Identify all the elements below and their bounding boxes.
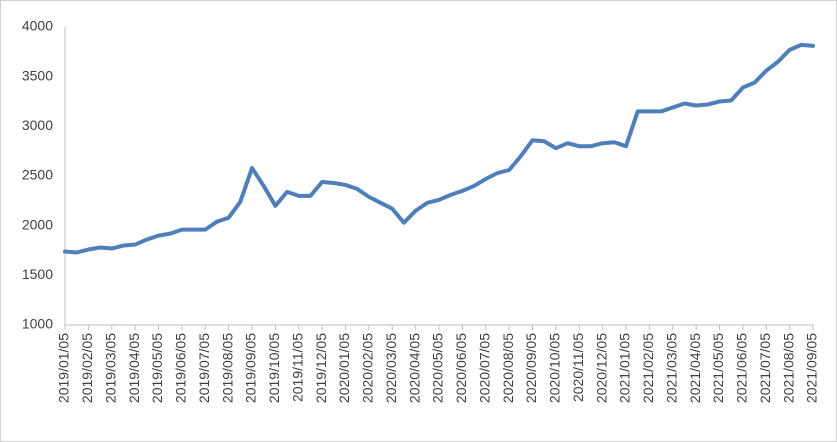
x-tick-label: 2021/09/05 <box>804 333 820 403</box>
x-tick-label: 2019/03/05 <box>102 333 118 403</box>
x-tick-label: 2020/08/05 <box>500 333 516 403</box>
x-tick-label: 2021/02/05 <box>640 333 656 403</box>
x-tick-label: 2021/04/05 <box>687 333 703 403</box>
x-tick-label: 2019/05/05 <box>149 333 165 403</box>
y-tick-label: 3000 <box>22 117 53 133</box>
x-tick-label: 2020/09/05 <box>523 333 539 403</box>
x-tick-label: 2021/05/05 <box>710 333 726 403</box>
x-tick-label: 2020/01/05 <box>336 333 352 403</box>
x-tick-label: 2019/10/05 <box>266 333 282 403</box>
x-tick-label: 2021/07/05 <box>757 333 773 403</box>
data-line <box>63 42 815 255</box>
x-tick-label: 2019/01/05 <box>56 333 72 403</box>
x-tick-label: 2020/03/05 <box>383 333 399 403</box>
x-tick-label: 2020/12/05 <box>593 333 609 403</box>
x-tick-label: 2019/11/05 <box>289 333 305 402</box>
y-tick-label: 1500 <box>22 266 53 282</box>
x-tick-label: 2019/07/05 <box>196 333 212 403</box>
x-tick-label: 2020/04/05 <box>406 333 422 403</box>
x-tick-label: 2020/02/05 <box>360 333 376 403</box>
x-tick-label: 2019/04/05 <box>126 333 142 403</box>
x-tick-label: 2021/06/05 <box>734 333 750 403</box>
x-tick-label: 2020/05/05 <box>430 333 446 403</box>
x-tick-label: 2019/12/05 <box>313 333 329 403</box>
y-tick-label: 4000 <box>22 18 53 34</box>
x-tick-label: 2021/03/05 <box>663 333 679 403</box>
x-tick-label: 2021/01/05 <box>617 333 633 403</box>
y-tick-label: 2500 <box>22 167 53 183</box>
x-tick-label: 2019/02/05 <box>79 333 95 403</box>
y-tick-label: 1000 <box>22 316 53 332</box>
y-tick-label: 3500 <box>22 67 53 83</box>
x-tick-label: 2020/06/05 <box>453 333 469 403</box>
y-tick-label: 2000 <box>22 216 53 232</box>
x-tick-label: 2019/09/05 <box>243 333 259 403</box>
x-tick-label: 2020/07/05 <box>476 333 492 403</box>
x-tick-label: 2019/08/05 <box>219 333 235 403</box>
x-tick-label: 2020/10/05 <box>547 333 563 403</box>
x-tick-label: 2020/11/05 <box>570 333 586 402</box>
x-tick-label: 2019/06/05 <box>173 333 189 403</box>
x-tick-label: 2021/08/05 <box>780 333 796 403</box>
